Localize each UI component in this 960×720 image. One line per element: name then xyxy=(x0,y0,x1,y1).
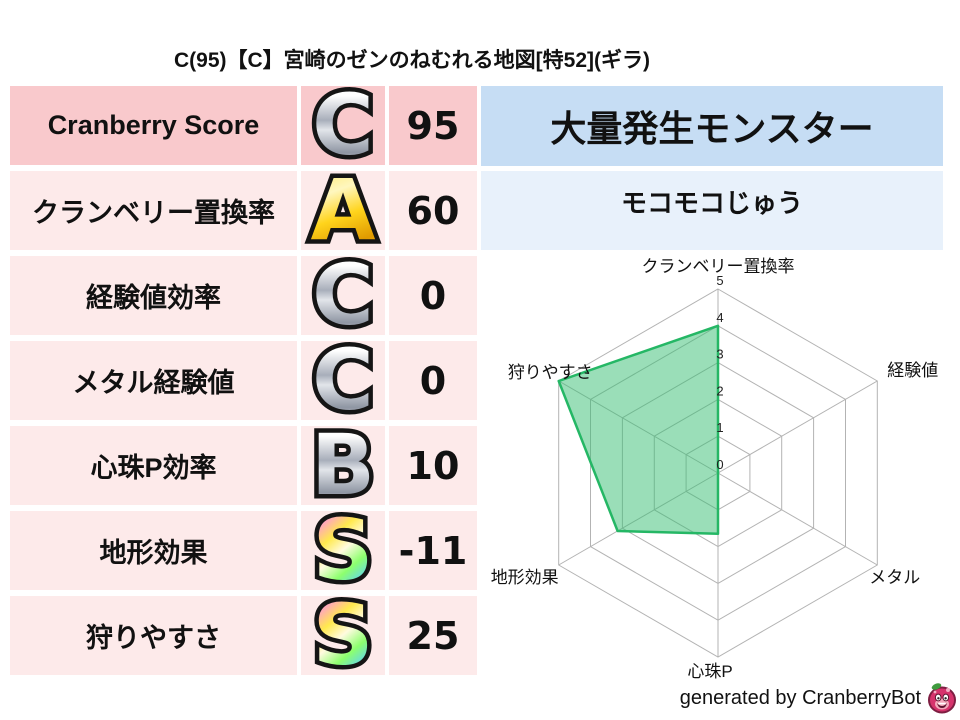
grade-letter: BB xyxy=(306,419,379,512)
radar-tick-label: 2 xyxy=(716,383,723,398)
grade-cell: SS xyxy=(301,589,385,682)
stats-table: Cranberry Score CC 95 クランベリー置換率 AA 60 経験… xyxy=(10,79,477,682)
cranberry-bot-icon xyxy=(928,683,956,714)
grade-cell: CC xyxy=(301,334,385,427)
grade-cell: BB xyxy=(301,419,385,512)
grade-letter: SS xyxy=(308,589,377,682)
stat-label-huntability: 狩りやすさ xyxy=(10,596,297,675)
stat-value: -11 xyxy=(389,511,477,590)
grade-letter: CC xyxy=(308,334,379,427)
credit-text: generated by CranberryBot xyxy=(679,686,921,709)
stat-value: 60 xyxy=(389,171,477,250)
grade-letter-outline: S xyxy=(308,589,377,682)
radar-tick-label: 4 xyxy=(716,310,723,325)
page-title: C(95)【C】宮崎のゼンのねむれる地図[特52](ギラ) xyxy=(173,49,650,72)
grade-cell: CC xyxy=(301,79,385,172)
grade-letter: AA xyxy=(306,164,380,257)
stat-value: 0 xyxy=(389,256,477,335)
grade-letter-face: C xyxy=(312,331,374,429)
grade-letter-outline: C xyxy=(308,249,379,342)
stat-label-cranberry-score: Cranberry Score xyxy=(10,86,297,165)
radar-axis-label: メタル xyxy=(869,568,920,587)
grade-letter-face: S xyxy=(312,501,374,599)
grade-letter-outline: B xyxy=(306,419,379,512)
grade-letter-outline: S xyxy=(308,504,377,597)
radar-axis-label: クランベリー置換率 xyxy=(642,257,795,276)
radar-axis-label: 狩りやすさ xyxy=(508,363,593,382)
grade-letter-face: C xyxy=(312,246,374,344)
stat-label-exp-efficiency: 経験値効率 xyxy=(10,256,297,335)
stat-value: 95 xyxy=(389,86,477,165)
grade-letter-outline: A xyxy=(306,164,380,257)
radar-axis-label: 心珠P xyxy=(687,662,732,681)
radar-axis-label: 経験値 xyxy=(887,361,938,380)
grade-letter: SS xyxy=(308,504,377,597)
radar-tick-label: 3 xyxy=(716,347,723,362)
grade-cell: AA xyxy=(301,164,385,257)
grade-letter-face: C xyxy=(312,76,374,174)
footer-credit: generated by CranberryBot xyxy=(480,680,958,716)
stat-value: 25 xyxy=(389,596,477,675)
grade-letter-face: S xyxy=(312,586,374,684)
outbreak-monster-name: モコモコじゅう xyxy=(481,171,943,250)
stat-value: 10 xyxy=(389,426,477,505)
stat-label-metal-exp: メタル経験値 xyxy=(10,341,297,420)
grade-letter-face: B xyxy=(310,416,376,514)
stat-label-terrain-effect: 地形効果 xyxy=(10,511,297,590)
grade-letter-outline: C xyxy=(308,334,379,427)
stat-label-shinju-p: 心珠P効率 xyxy=(10,426,297,505)
radar-axis-label: 地形効果 xyxy=(491,568,559,587)
stat-value: 0 xyxy=(389,341,477,420)
grade-cell: CC xyxy=(301,249,385,342)
radar-data-polygon xyxy=(557,324,720,535)
grade-letter: CC xyxy=(308,79,379,172)
radar-tick-label: 5 xyxy=(716,273,723,288)
grade-letter: CC xyxy=(308,249,379,342)
grade-letter-face: A xyxy=(310,161,376,259)
radar-tick-label: 1 xyxy=(716,420,723,435)
radar-spoke xyxy=(717,380,878,474)
grade-cell: SS xyxy=(301,504,385,597)
outbreak-monster-header: 大量発生モンスター xyxy=(481,86,943,166)
radar-tick-label: 0 xyxy=(716,457,723,472)
grade-letter-outline: C xyxy=(308,79,379,172)
stat-label-replacement-rate: クランベリー置換率 xyxy=(10,171,297,250)
radar-spoke xyxy=(717,472,878,566)
